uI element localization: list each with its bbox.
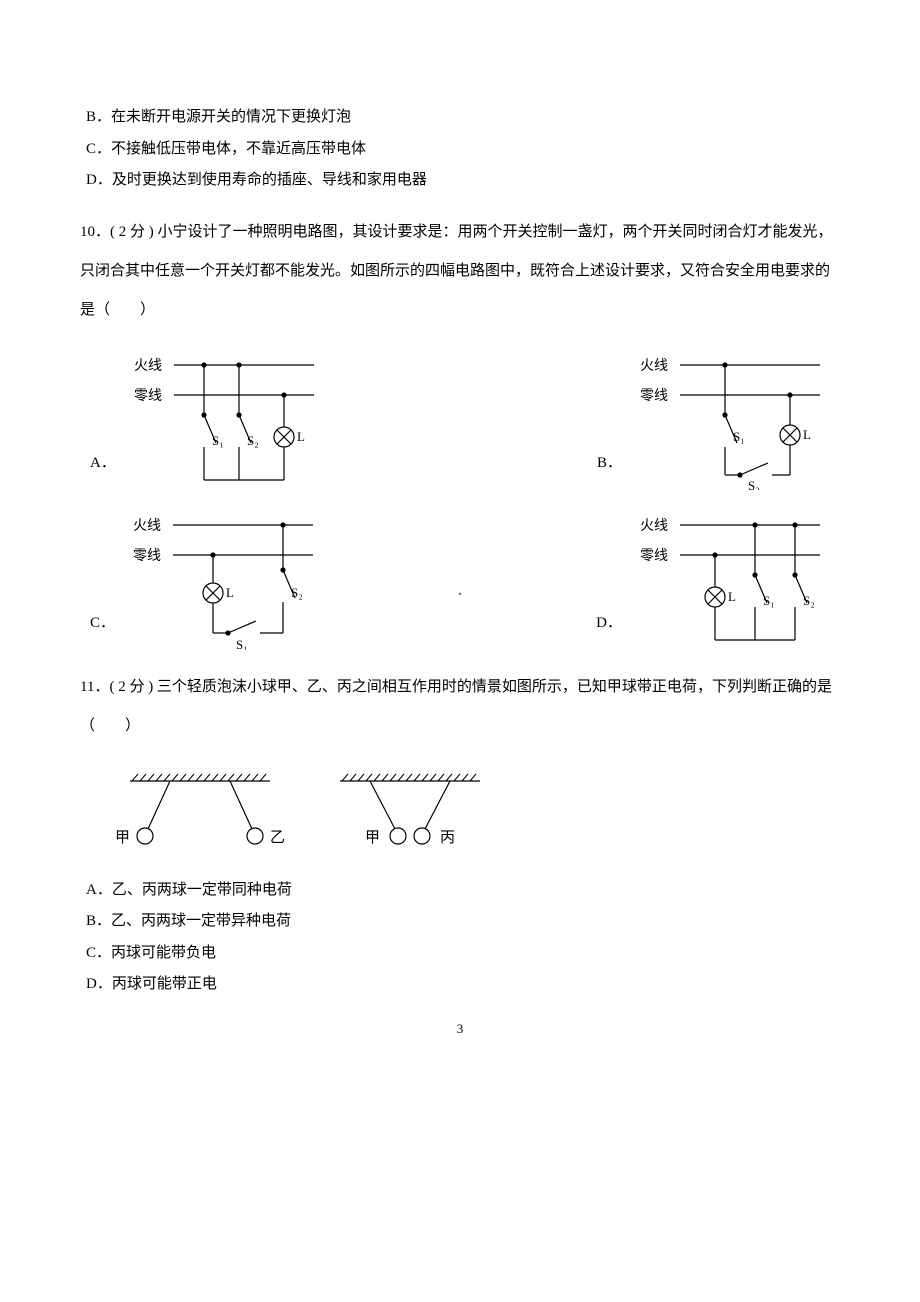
svg-text:S₁: S₁ <box>763 593 775 608</box>
svg-text:S₁: S₁ <box>212 433 224 448</box>
svg-text:S₂: S₂ <box>247 433 259 448</box>
q10-label-d: D． <box>596 609 622 638</box>
option-c: C．不接触低压带电体，不靠近高压带电体 <box>80 135 840 164</box>
svg-text:S₂: S₂ <box>291 585 303 600</box>
svg-text:S₁: S₁ <box>733 429 745 444</box>
svg-text:火线: 火线 <box>133 518 161 534</box>
q10-label-b: B． <box>597 449 622 478</box>
question-10-text: 10．( 2 分 ) 小宁设计了一种照明电路图，其设计要求是：用两个开关控制一盏… <box>80 213 840 330</box>
option-b: B．在未断开电源开关的情况下更换灯泡 <box>80 103 840 132</box>
svg-text:零线: 零线 <box>640 548 668 564</box>
svg-text:零线: 零线 <box>133 548 161 564</box>
svg-text:L: L <box>297 429 305 444</box>
svg-text:S₁: S₁ <box>236 637 248 650</box>
q10-option-a: A． <box>90 345 324 490</box>
live-label: 火线 <box>134 358 162 374</box>
q11-option-b: B．乙、丙两球一定带异种电荷 <box>80 907 840 936</box>
q10-row-1: A． <box>80 345 840 490</box>
svg-text:火线: 火线 <box>640 358 668 374</box>
page-marker: ▪ <box>458 585 462 604</box>
circuit-diagram-d: 火线 零线 L S₁ S₂ <box>630 505 830 650</box>
q10-label-a: A． <box>90 449 116 478</box>
svg-text:乙: 乙 <box>270 830 285 846</box>
pendulum-diagram-2: 甲 丙 <box>320 766 500 856</box>
page-number: 3 <box>457 1017 464 1042</box>
svg-text:甲: 甲 <box>115 830 130 846</box>
q11-diagrams: 甲 乙 甲 丙 <box>110 766 840 856</box>
svg-text:S₂: S₂ <box>803 593 815 608</box>
svg-text:零线: 零线 <box>640 388 668 404</box>
svg-text:L: L <box>728 589 736 604</box>
neutral-label: 零线 <box>134 388 162 404</box>
pendulum-diagram-1: 甲 乙 <box>110 766 290 856</box>
q10-option-d: D． <box>596 505 830 650</box>
q11-option-d: D．丙球可能带正电 <box>80 970 840 999</box>
question-11-text: 11．( 2 分 ) 三个轻质泡沫小球甲、乙、丙之间相互作用时的情景如图所示，已… <box>80 668 840 746</box>
q10-option-c: C． <box>90 505 323 650</box>
q10-label-c: C． <box>90 609 115 638</box>
q11-option-a: A．乙、丙两球一定带同种电荷 <box>80 876 840 905</box>
option-d: D．及时更换达到使用寿命的插座、导线和家用电器 <box>80 166 840 195</box>
q10-option-b: B． <box>597 345 830 490</box>
svg-text:甲: 甲 <box>365 830 380 846</box>
svg-text:火线: 火线 <box>640 518 668 534</box>
svg-text:L: L <box>226 585 234 600</box>
svg-text:L: L <box>803 427 811 442</box>
circuit-diagram-c: 火线 零线 L S₂ S₁ <box>123 505 323 650</box>
q11-option-c: C．丙球可能带负电 <box>80 939 840 968</box>
svg-text:丙: 丙 <box>440 830 455 846</box>
circuit-diagram-b: 火线 零线 S₁ S₂ L <box>630 345 830 490</box>
svg-text:S₂: S₂ <box>748 478 760 490</box>
circuit-diagram-a: 火线 零线 S₁ S₂ L <box>124 345 324 490</box>
q10-row-2: C． <box>80 505 840 650</box>
